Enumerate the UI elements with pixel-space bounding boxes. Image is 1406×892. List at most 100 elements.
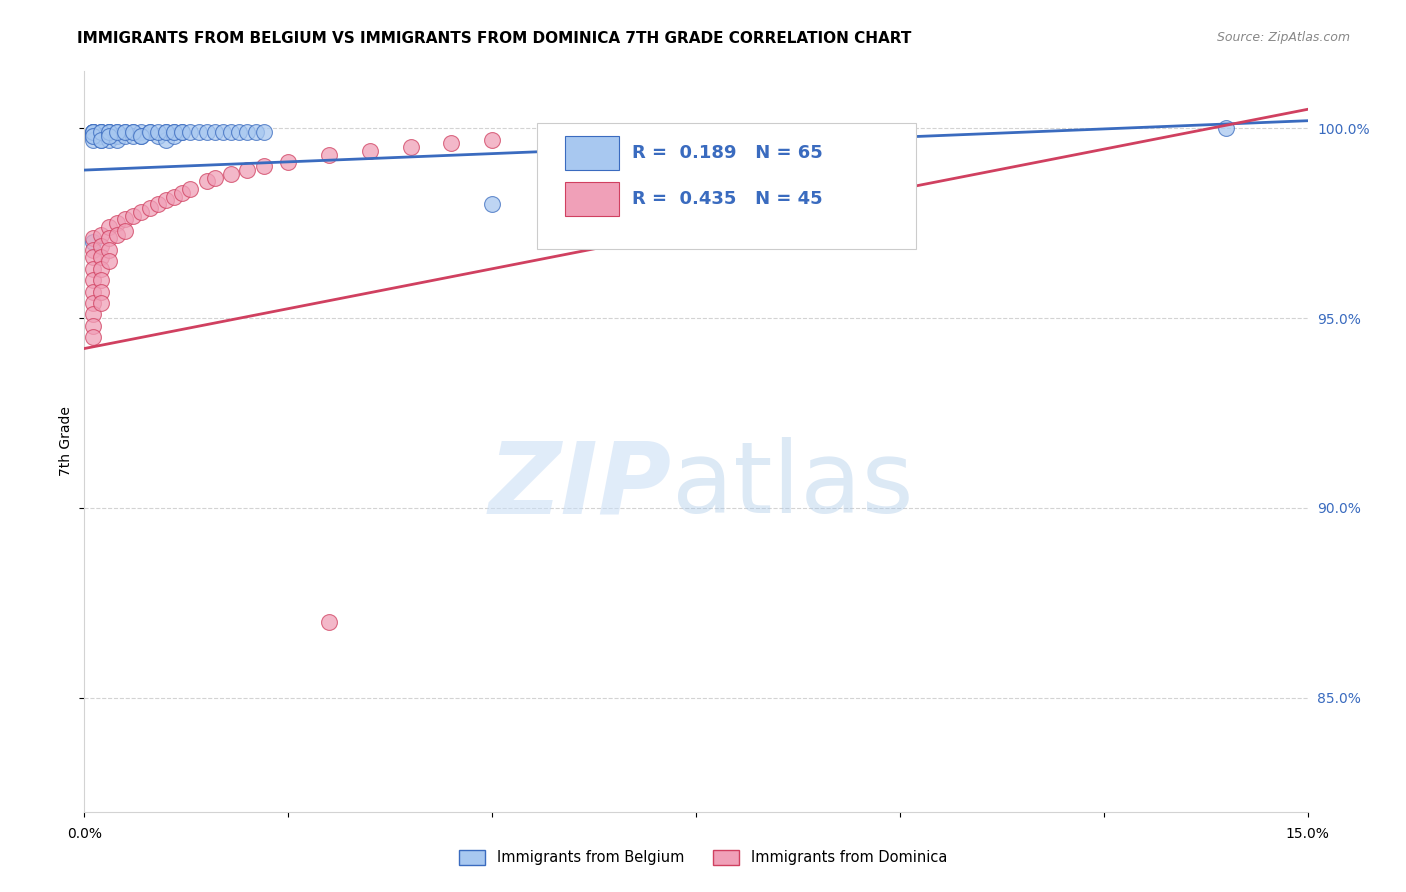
Text: IMMIGRANTS FROM BELGIUM VS IMMIGRANTS FROM DOMINICA 7TH GRADE CORRELATION CHART: IMMIGRANTS FROM BELGIUM VS IMMIGRANTS FR… bbox=[77, 31, 911, 46]
Point bbox=[90, 125, 112, 139]
Point bbox=[90, 273, 112, 287]
Point bbox=[807, 140, 830, 154]
Point bbox=[90, 285, 112, 299]
Point bbox=[725, 148, 748, 162]
Point bbox=[163, 125, 186, 139]
Text: 15.0%: 15.0% bbox=[1285, 827, 1330, 841]
Point bbox=[163, 189, 186, 203]
Point bbox=[603, 170, 626, 185]
Point bbox=[131, 128, 153, 143]
Point bbox=[82, 125, 104, 139]
Point bbox=[131, 128, 153, 143]
Point bbox=[155, 133, 177, 147]
Point bbox=[172, 125, 194, 139]
Point bbox=[82, 235, 104, 250]
Point bbox=[82, 128, 104, 143]
Point bbox=[122, 125, 145, 139]
Point bbox=[82, 133, 104, 147]
Point bbox=[90, 128, 112, 143]
Point bbox=[82, 285, 104, 299]
Point bbox=[277, 155, 299, 169]
Point bbox=[122, 209, 145, 223]
Point bbox=[90, 125, 112, 139]
Point bbox=[562, 178, 585, 193]
Point bbox=[114, 125, 136, 139]
Text: Source: ZipAtlas.com: Source: ZipAtlas.com bbox=[1216, 31, 1350, 45]
Point bbox=[114, 212, 136, 227]
Point bbox=[97, 133, 120, 147]
Point bbox=[82, 330, 104, 344]
Point bbox=[105, 216, 128, 230]
Text: 0.0%: 0.0% bbox=[67, 827, 101, 841]
Point bbox=[82, 273, 104, 287]
Point bbox=[138, 125, 160, 139]
Point bbox=[97, 125, 120, 139]
Point bbox=[359, 144, 381, 158]
Point bbox=[97, 128, 120, 143]
FancyBboxPatch shape bbox=[537, 123, 917, 249]
Point bbox=[97, 231, 120, 245]
Point bbox=[90, 133, 112, 147]
Point bbox=[195, 125, 218, 139]
Point bbox=[90, 251, 112, 265]
Point bbox=[82, 307, 104, 321]
Point bbox=[219, 125, 242, 139]
Point bbox=[138, 125, 160, 139]
Point bbox=[131, 125, 153, 139]
Point bbox=[105, 128, 128, 143]
Point bbox=[82, 125, 104, 139]
Text: R =  0.435   N = 45: R = 0.435 N = 45 bbox=[633, 191, 823, 209]
Point bbox=[399, 140, 422, 154]
Point bbox=[90, 125, 112, 139]
Point bbox=[236, 125, 259, 139]
Point bbox=[187, 125, 209, 139]
Point bbox=[82, 251, 104, 265]
Point bbox=[163, 128, 186, 143]
Point bbox=[122, 128, 145, 143]
Point bbox=[114, 125, 136, 139]
Point bbox=[97, 220, 120, 235]
FancyBboxPatch shape bbox=[565, 183, 619, 217]
Point bbox=[97, 243, 120, 257]
Point bbox=[245, 125, 267, 139]
Point bbox=[481, 197, 503, 211]
Point bbox=[82, 261, 104, 276]
Point bbox=[155, 125, 177, 139]
Point bbox=[82, 243, 104, 257]
Point bbox=[90, 239, 112, 253]
Point bbox=[195, 174, 218, 188]
Legend: Immigrants from Belgium, Immigrants from Dominica: Immigrants from Belgium, Immigrants from… bbox=[453, 844, 953, 871]
Point bbox=[90, 128, 112, 143]
Point bbox=[236, 163, 259, 178]
Point bbox=[105, 125, 128, 139]
Point bbox=[82, 128, 104, 143]
Point bbox=[82, 318, 104, 333]
Point bbox=[204, 170, 226, 185]
Point bbox=[848, 136, 870, 151]
Point bbox=[163, 125, 186, 139]
Point bbox=[228, 125, 250, 139]
Point bbox=[172, 186, 194, 200]
Point bbox=[105, 227, 128, 242]
Point bbox=[253, 159, 276, 173]
Point bbox=[219, 167, 242, 181]
Point bbox=[253, 125, 276, 139]
Point bbox=[318, 148, 340, 162]
Point bbox=[138, 201, 160, 215]
Point bbox=[131, 204, 153, 219]
Point bbox=[82, 231, 104, 245]
Point bbox=[481, 133, 503, 147]
Point bbox=[146, 128, 169, 143]
Point bbox=[105, 125, 128, 139]
Point bbox=[90, 296, 112, 310]
Point bbox=[179, 125, 201, 139]
Point bbox=[766, 144, 789, 158]
Point bbox=[82, 296, 104, 310]
Point bbox=[146, 197, 169, 211]
Point bbox=[97, 125, 120, 139]
Text: ZIP: ZIP bbox=[488, 437, 672, 534]
Point bbox=[155, 194, 177, 208]
Point bbox=[90, 261, 112, 276]
Point bbox=[90, 133, 112, 147]
Point bbox=[122, 125, 145, 139]
